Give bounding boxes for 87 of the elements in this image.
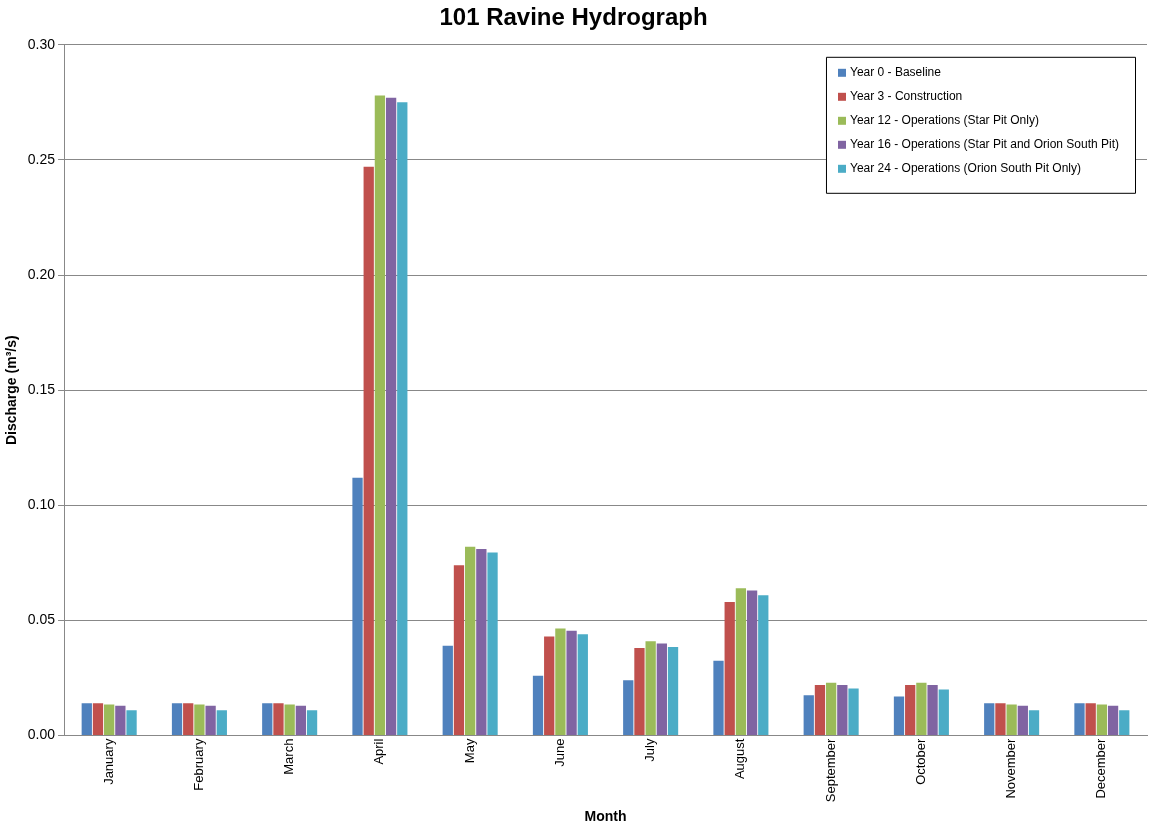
y-tick-label: 0.20 [27, 265, 56, 282]
bar [927, 684, 938, 736]
bar [634, 648, 645, 736]
legend-label: Year 12 - Operations (Star Pit Only) [849, 113, 1039, 128]
legend-label: Year 3 - Construction [849, 89, 963, 104]
bar [837, 684, 848, 736]
bar [216, 710, 227, 736]
x-tick-label: March [281, 738, 297, 775]
bar [171, 703, 183, 736]
bar [363, 166, 374, 736]
x-tick-label: December [1093, 737, 1109, 799]
bar [577, 634, 588, 736]
bar [814, 684, 826, 736]
x-tick-label: July [642, 738, 658, 762]
bar [385, 97, 397, 736]
legend-label: Year 24 - Operations (Orion South Pit Only) [849, 161, 1081, 176]
bar [566, 630, 577, 736]
bar [352, 477, 363, 736]
x-tick-label: February [191, 738, 206, 791]
x-tick-label: May [461, 738, 477, 764]
bar [758, 595, 769, 736]
bar [905, 684, 916, 736]
y-tick-label: 0.10 [27, 496, 56, 513]
bar [1006, 704, 1017, 736]
bar [476, 549, 487, 736]
bar [555, 628, 566, 736]
x-tick-label: August [732, 738, 748, 780]
bar [465, 546, 476, 736]
bar [532, 675, 544, 736]
y-axis-title: Discharge (m³/s) [3, 335, 20, 446]
bar [984, 703, 995, 736]
bar [92, 703, 104, 736]
y-tick-label: 0.05 [27, 611, 56, 628]
bar [397, 102, 408, 736]
x-tick-label: September [822, 737, 838, 803]
bar [713, 660, 724, 736]
bar [1017, 705, 1028, 736]
bar [194, 704, 205, 736]
bar [544, 636, 555, 736]
bar [115, 705, 126, 736]
bar [746, 590, 758, 736]
x-tick-label: June [551, 738, 567, 767]
bar [667, 646, 679, 736]
bar [848, 688, 859, 736]
bar [183, 703, 194, 736]
bar [306, 710, 318, 736]
bar [938, 689, 949, 736]
bar [995, 703, 1006, 736]
bar [81, 703, 92, 736]
bar [1096, 704, 1108, 736]
y-tick-label: 0.00 [27, 726, 56, 743]
bar [735, 588, 747, 736]
bar [126, 710, 137, 736]
bar [284, 704, 295, 736]
bar [1107, 705, 1119, 736]
y-tick-label: 0.15 [27, 381, 56, 398]
bar [295, 705, 306, 736]
bar [893, 696, 905, 736]
bar [825, 682, 837, 736]
y-tick-label: 0.25 [27, 150, 56, 167]
chart-title: 101 Ravine Hydrograph [439, 3, 708, 31]
bar [1028, 710, 1040, 736]
bar [205, 705, 216, 736]
legend-label: Year 16 - Operations (Star Pit and Orion South Pit) [849, 137, 1119, 152]
bar [104, 704, 115, 736]
bar [1085, 703, 1096, 736]
bar [1119, 710, 1130, 736]
bar [1074, 703, 1085, 736]
bar [803, 695, 814, 736]
bar [645, 641, 656, 736]
y-tick-label: 0.30 [27, 35, 56, 52]
bar [442, 645, 453, 736]
bar [487, 552, 498, 736]
legend-label: Year 0 - Baseline [849, 65, 942, 80]
bar [916, 682, 927, 736]
bar [724, 602, 735, 736]
bar [374, 95, 386, 736]
bar [623, 680, 634, 736]
x-tick-label: January [100, 738, 116, 785]
x-tick-label: April [371, 738, 387, 765]
x-tick-label: November [1003, 737, 1019, 799]
bar [262, 703, 273, 736]
x-tick-label: October [912, 737, 928, 785]
x-axis-title: Month [584, 808, 627, 825]
bar [273, 703, 284, 736]
bar [453, 565, 465, 736]
bar [656, 643, 667, 736]
